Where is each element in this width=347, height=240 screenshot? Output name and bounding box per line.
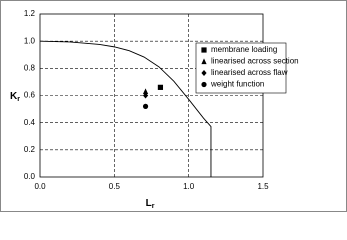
x-axis-label-main: L [146,198,152,209]
x-axis-label-sub: r [152,203,155,210]
y-tick-label: 0.0 [24,172,36,181]
y-tick-label: 0.2 [24,145,36,154]
legend-label: membrane loading [211,45,277,54]
chart: Lr Kr 0.0 0.2 0.4 0.6 0.8 1.0 1.2 0.0 0.5 1.0 1.5 m… [0,0,347,212]
legend-label: linearised across flaw [211,68,288,77]
legend-label: weight function [210,80,264,89]
y-tick-label: 0.4 [24,118,36,127]
legend-marker [201,47,207,53]
y-tick-label: 1.0 [24,36,36,45]
legend-marker [201,58,207,65]
legend-marker [201,70,207,76]
marker-circle [142,103,149,109]
y-axis-label-sub: r [17,96,20,103]
legend-marker [201,81,207,88]
y-tick-label: 0.6 [24,91,36,100]
y-axis-label-main: K [10,91,18,102]
legend-box [195,42,287,94]
y-tick-label: 0.8 [24,63,36,72]
y-tick-label: 1.2 [24,9,36,18]
curve [39,40,212,177]
marker-diamond [142,92,149,99]
marker-triangle [142,88,149,95]
y-axis-label: Kr [10,91,20,103]
x-tick-label: 1.5 [257,182,269,191]
x-tick-label: 0.5 [109,182,121,191]
marker-square [157,84,164,90]
x-tick-label: 0.0 [34,182,46,191]
x-axis-label: Lr [146,198,155,210]
legend-label: linearised across section [211,57,299,66]
page: {"chart_data": { "type": "scatter", "xla… [0,0,347,212]
x-tick-label: 1.0 [183,182,195,191]
